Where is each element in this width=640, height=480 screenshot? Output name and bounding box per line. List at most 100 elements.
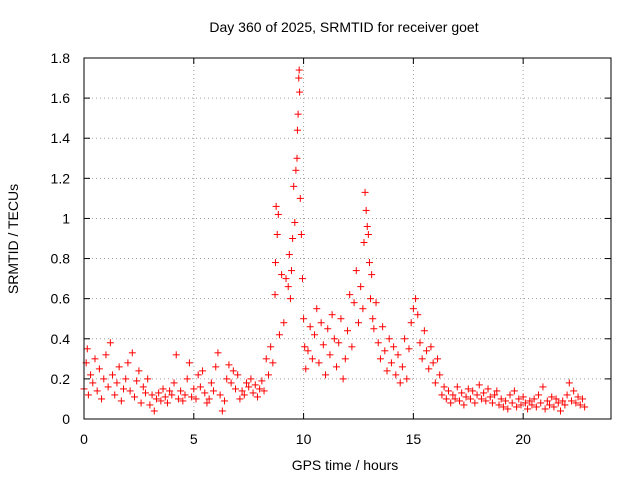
data-point	[131, 393, 139, 401]
data-point	[135, 367, 143, 375]
data-point	[381, 347, 389, 355]
data-point	[183, 375, 191, 383]
data-point	[98, 395, 106, 403]
data-point	[385, 335, 393, 343]
data-point	[288, 267, 296, 275]
y-tick-label: 1.8	[51, 50, 71, 66]
y-tick-labels: 0 0.2 0.4 0.6 0.8 1 1.2 1.4 1.6 1.8	[51, 50, 71, 427]
data-point	[451, 395, 459, 403]
data-point	[190, 385, 198, 393]
data-point	[205, 395, 213, 403]
data-point	[508, 399, 516, 407]
data-point	[376, 355, 384, 363]
data-point	[83, 345, 91, 353]
data-point	[289, 235, 297, 242]
data-point	[300, 315, 308, 323]
data-point	[383, 367, 391, 375]
data-point	[91, 355, 99, 363]
data-point	[398, 363, 406, 371]
data-point	[543, 397, 551, 405]
x-tick-label: 5	[190, 431, 198, 447]
data-point	[330, 335, 338, 343]
data-point	[364, 230, 372, 238]
data-point	[405, 345, 413, 353]
data-point	[370, 325, 378, 333]
data-point	[486, 393, 494, 401]
data-point	[554, 399, 562, 407]
data-point	[499, 403, 507, 411]
data-point	[251, 381, 259, 389]
data-point	[150, 407, 158, 415]
data-point	[438, 391, 446, 399]
data-point	[258, 377, 266, 385]
data-point	[532, 403, 540, 411]
data-point	[360, 239, 368, 247]
data-point	[296, 88, 304, 96]
data-point	[333, 363, 341, 371]
data-point	[324, 325, 332, 333]
data-point	[115, 363, 123, 371]
data-point	[535, 391, 543, 399]
data-point	[319, 341, 327, 349]
data-point	[488, 399, 496, 407]
data-point	[344, 327, 351, 335]
data-point	[453, 383, 461, 391]
data-point	[221, 397, 229, 405]
data-point	[207, 379, 215, 387]
x-tick-label: 0	[80, 431, 88, 447]
data-point	[414, 311, 422, 319]
data-point	[480, 389, 488, 397]
data-point	[293, 154, 301, 162]
data-point	[563, 391, 571, 399]
y-tick-label: 1.2	[51, 170, 71, 186]
x-tick-label: 20	[515, 431, 531, 447]
data-point	[304, 347, 312, 355]
data-point	[181, 391, 189, 399]
data-point	[295, 74, 303, 82]
data-point	[431, 379, 439, 387]
data-point	[434, 355, 442, 363]
data-point	[429, 359, 437, 367]
data-point	[477, 395, 485, 403]
data-point	[139, 383, 147, 391]
data-point	[152, 395, 160, 403]
x-tick-label: 15	[406, 431, 422, 447]
data-point	[495, 401, 503, 409]
data-point	[260, 387, 268, 395]
data-point	[122, 375, 130, 383]
plot-frame	[83, 57, 612, 420]
data-point	[166, 387, 174, 395]
data-point	[201, 389, 209, 397]
data-point	[155, 389, 163, 397]
axis-ticks	[83, 57, 611, 420]
data-point	[365, 259, 373, 267]
data-point	[403, 375, 411, 383]
data-point	[339, 375, 347, 383]
y-tick-label: 0.6	[51, 291, 71, 307]
data-point	[394, 351, 402, 359]
data-point	[576, 401, 584, 409]
data-point	[106, 339, 114, 347]
data-point	[537, 399, 545, 407]
data-point	[515, 395, 523, 403]
data-point	[203, 399, 211, 407]
data-point	[396, 379, 404, 387]
data-point	[100, 375, 108, 383]
data-point	[87, 371, 95, 379]
data-point	[89, 379, 97, 387]
data-point	[528, 401, 536, 409]
data-point	[458, 389, 466, 397]
data-point	[368, 271, 376, 279]
data-point	[144, 375, 152, 383]
data-point	[326, 351, 334, 359]
data-point	[510, 387, 518, 395]
data-point	[113, 379, 121, 387]
data-point	[581, 403, 589, 411]
data-point	[274, 210, 282, 218]
data-point	[218, 407, 226, 415]
data-point	[84, 391, 92, 399]
data-point	[238, 387, 246, 395]
data-point	[473, 391, 481, 399]
data-point	[247, 375, 255, 383]
